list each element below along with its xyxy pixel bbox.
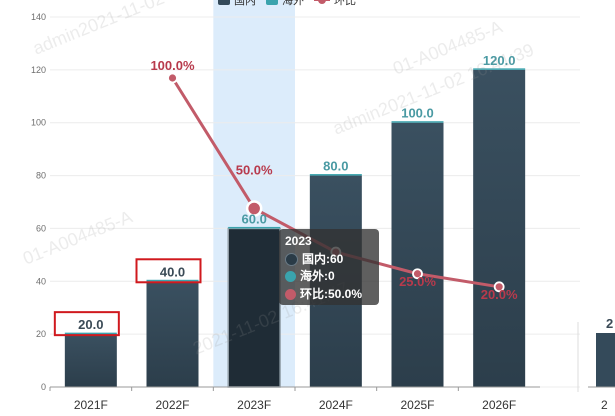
bar-overseas <box>309 174 362 176</box>
x-tick-label: 2023F <box>237 398 271 412</box>
tooltip: 2023 国内:60 海外:0 环比:50.0% <box>279 229 379 305</box>
y-tick-label: 80 <box>36 171 46 181</box>
yoy-point <box>493 281 505 293</box>
bar-domestic <box>473 69 526 387</box>
legend: 国内 海外 环比 <box>218 0 356 8</box>
yoy-point <box>412 268 423 280</box>
tooltip-row-yoy: 环比:50.0% <box>285 286 373 304</box>
bar-domestic <box>391 122 444 387</box>
bar-domestic <box>227 227 281 388</box>
partial-bar-label: 2 <box>606 316 613 331</box>
legend-item-yoy[interactable]: 环比 <box>314 0 356 8</box>
partial-x-label: 2 <box>601 398 608 412</box>
bar-value-label: 120.0 <box>483 53 516 68</box>
bar-value-label: 80.0 <box>323 159 348 174</box>
bar-overseas <box>391 121 444 123</box>
bar-value-label: 20.0 <box>78 317 103 332</box>
legend-item-domestic[interactable]: 国内 <box>218 0 256 8</box>
legend-swatch-overseas <box>266 0 278 5</box>
yoy-point <box>245 200 263 217</box>
y-tick-label: 120 <box>31 65 46 75</box>
bar-overseas <box>64 332 117 335</box>
tooltip-title: 2023 <box>285 234 312 248</box>
tooltip-dot-domestic <box>285 252 298 266</box>
x-tick-label: 2022F <box>155 398 189 412</box>
bar-overseas <box>146 279 199 282</box>
bar-overseas <box>228 226 281 229</box>
yoy-value-label: 20.0% <box>481 287 518 302</box>
y-tick-label: 60 <box>36 223 46 233</box>
annotation-box <box>53 311 120 337</box>
y-tick-label: 40 <box>36 276 46 286</box>
tooltip-dot-overseas <box>285 271 296 283</box>
axis-layer: 0 20 40 60 80 100 120 140 2021F 2022F 2023F 2024F 20… <box>31 12 540 412</box>
bar-value-label: 40.0 <box>160 264 185 279</box>
bar-value-label: 60.0 <box>242 211 267 226</box>
tooltip-value-domestic: 国内:60 <box>302 251 344 266</box>
legend-label-overseas: 海外 <box>282 0 304 7</box>
y-tick-label: 100 <box>31 118 46 128</box>
annotation-layer <box>53 258 202 337</box>
legend-line-yoy <box>314 0 330 4</box>
right-partial-chart: 22 <box>577 316 615 412</box>
partial-bar <box>596 333 615 387</box>
legend-swatch-domestic <box>218 0 230 5</box>
yoy-value-label: 50.0% <box>236 163 273 178</box>
bar-domestic <box>64 334 117 387</box>
annotation-box <box>135 258 202 284</box>
x-tick-label: 2024F <box>319 398 353 412</box>
y-tick-label: 140 <box>31 12 46 22</box>
x-tick-label: 2025F <box>400 398 434 412</box>
tooltip-value-yoy: 环比:50.0% <box>300 286 363 301</box>
legend-label-yoy: 环比 <box>334 0 356 7</box>
yoy-point <box>167 72 178 84</box>
tooltip-row-domestic: 国内:60 <box>285 251 373 269</box>
y-tick-label: 0 <box>41 382 46 392</box>
label-layer: 20.0 40.0 60.0 80.0 100.0 120.0 100.0% 50.0% 25.… <box>78 53 518 332</box>
yoy-value-label: 25.0% <box>399 274 436 289</box>
x-tick-label: 2021F <box>74 398 108 412</box>
bar-domestic <box>146 281 199 387</box>
tooltip-dot-yoy <box>285 288 296 300</box>
bar-overseas <box>473 68 526 70</box>
legend-label-domestic: 国内 <box>234 0 256 7</box>
tooltip-value-overseas: 海外:0 <box>300 269 335 283</box>
tooltip-row-overseas: 海外:0 <box>285 268 373 286</box>
bar-value-label: 100.0 <box>401 106 434 121</box>
y-tick-label: 20 <box>36 329 46 339</box>
legend-item-overseas[interactable]: 海外 <box>266 0 304 8</box>
x-tick-label: 2026F <box>482 398 516 412</box>
yoy-value-label: 100.0% <box>150 58 195 73</box>
